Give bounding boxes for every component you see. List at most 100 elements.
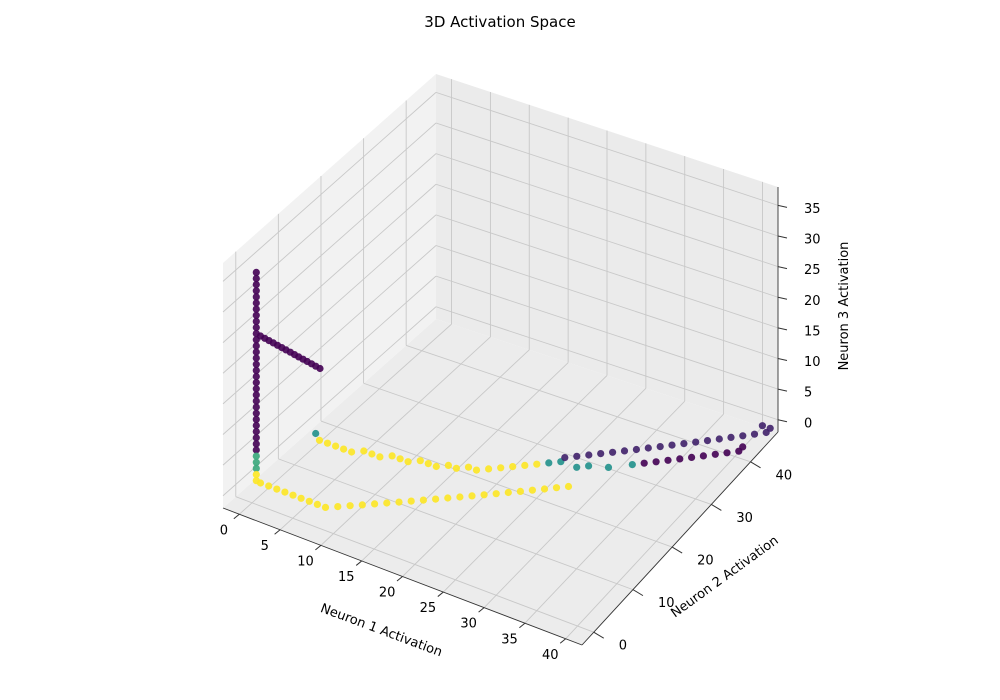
x-gridline [320, 349, 530, 546]
data-point [252, 281, 260, 289]
z-gridline [435, 91, 779, 206]
data-point [766, 424, 774, 432]
data-point [252, 379, 260, 387]
x-tick-mark [437, 591, 444, 597]
z-gridline [435, 275, 779, 390]
data-point [640, 459, 648, 467]
data-point [252, 354, 260, 362]
data-point [521, 461, 529, 469]
z-tick-mark [777, 388, 788, 392]
y-tick-label: 40 [776, 468, 793, 483]
data-point [727, 433, 735, 441]
z-tick-label: 35 [804, 202, 821, 217]
data-point [456, 493, 464, 501]
data-point [252, 385, 260, 393]
data-point [750, 430, 759, 438]
z-tick-mark [777, 296, 788, 300]
data-point [273, 485, 281, 493]
data-point [432, 495, 440, 503]
x-gridline [565, 426, 763, 640]
x-tick-mark [355, 560, 363, 566]
y-axis-line [581, 431, 779, 646]
data-point [252, 317, 260, 325]
y-axis-label: Neuron 2 Activation [668, 533, 781, 621]
x-tick-label: 5 [261, 539, 269, 554]
x-tick-label: 35 [501, 632, 518, 647]
data-point [313, 500, 321, 508]
data-point [407, 497, 415, 505]
data-point [252, 397, 260, 405]
data-point [404, 458, 412, 466]
data-point [432, 462, 440, 471]
z-gridline [435, 122, 779, 237]
data-point [252, 274, 260, 283]
data-point [692, 438, 700, 446]
data-point [358, 501, 366, 509]
data-point [395, 498, 403, 506]
z-gridline [435, 306, 779, 421]
x-tick-mark [274, 529, 281, 535]
y-tick-label: 30 [736, 511, 753, 526]
data-point [585, 451, 593, 459]
data-point [668, 441, 676, 449]
data-point [652, 458, 660, 466]
y-tick-label: 0 [619, 639, 627, 654]
data-point [265, 482, 273, 490]
data-point [472, 466, 481, 474]
data-point [585, 462, 593, 470]
x-gridline [239, 323, 452, 515]
data-point [252, 446, 260, 454]
data-point [564, 482, 573, 491]
data-point [252, 287, 260, 295]
z-gridline [222, 92, 437, 282]
data-point [492, 490, 500, 498]
data-point [252, 458, 260, 466]
data-point [252, 421, 260, 430]
z-tick-label: 10 [804, 355, 821, 370]
data-point [315, 436, 324, 444]
data-point [396, 455, 404, 463]
data-point [388, 452, 396, 460]
x-tick-label: 15 [338, 570, 355, 585]
data-point [252, 360, 260, 368]
data-point [528, 486, 537, 494]
data-point [297, 494, 305, 502]
y-tick-mark [632, 589, 644, 597]
data-point [444, 494, 452, 502]
z-axis-label: Neuron 3 Activation [837, 242, 852, 371]
data-point [371, 500, 379, 508]
y-tick-label: 20 [697, 554, 714, 569]
z-tick-label: 25 [804, 263, 821, 278]
data-point [533, 460, 541, 468]
y-gridline [363, 382, 712, 505]
data-point [620, 447, 629, 455]
z-tick-label: 5 [804, 386, 812, 401]
data-point [252, 311, 260, 319]
z-gridline [435, 245, 779, 359]
data-point [252, 464, 260, 472]
y-tick-mark [593, 631, 605, 639]
y-tick-mark [750, 461, 761, 469]
x-tick-label: 40 [542, 648, 559, 663]
data-point [516, 487, 525, 495]
x-tick-mark [478, 607, 485, 613]
x-tick-mark [559, 638, 566, 644]
data-point [504, 488, 512, 497]
data-point [334, 503, 342, 511]
data-point [316, 364, 324, 373]
data-point [416, 457, 424, 465]
data-point [346, 502, 354, 510]
data-point [256, 479, 265, 487]
floor-pane [223, 319, 778, 645]
data-points [252, 268, 774, 511]
z-tick-mark [777, 358, 788, 361]
z-gridline [435, 214, 779, 329]
y-gridline [235, 496, 594, 633]
data-point [252, 366, 260, 374]
data-point [252, 428, 260, 436]
y-tick-mark [711, 503, 722, 511]
x-gridline [483, 400, 686, 608]
data-point [332, 442, 340, 450]
data-point [715, 435, 723, 443]
data-point [688, 453, 696, 461]
